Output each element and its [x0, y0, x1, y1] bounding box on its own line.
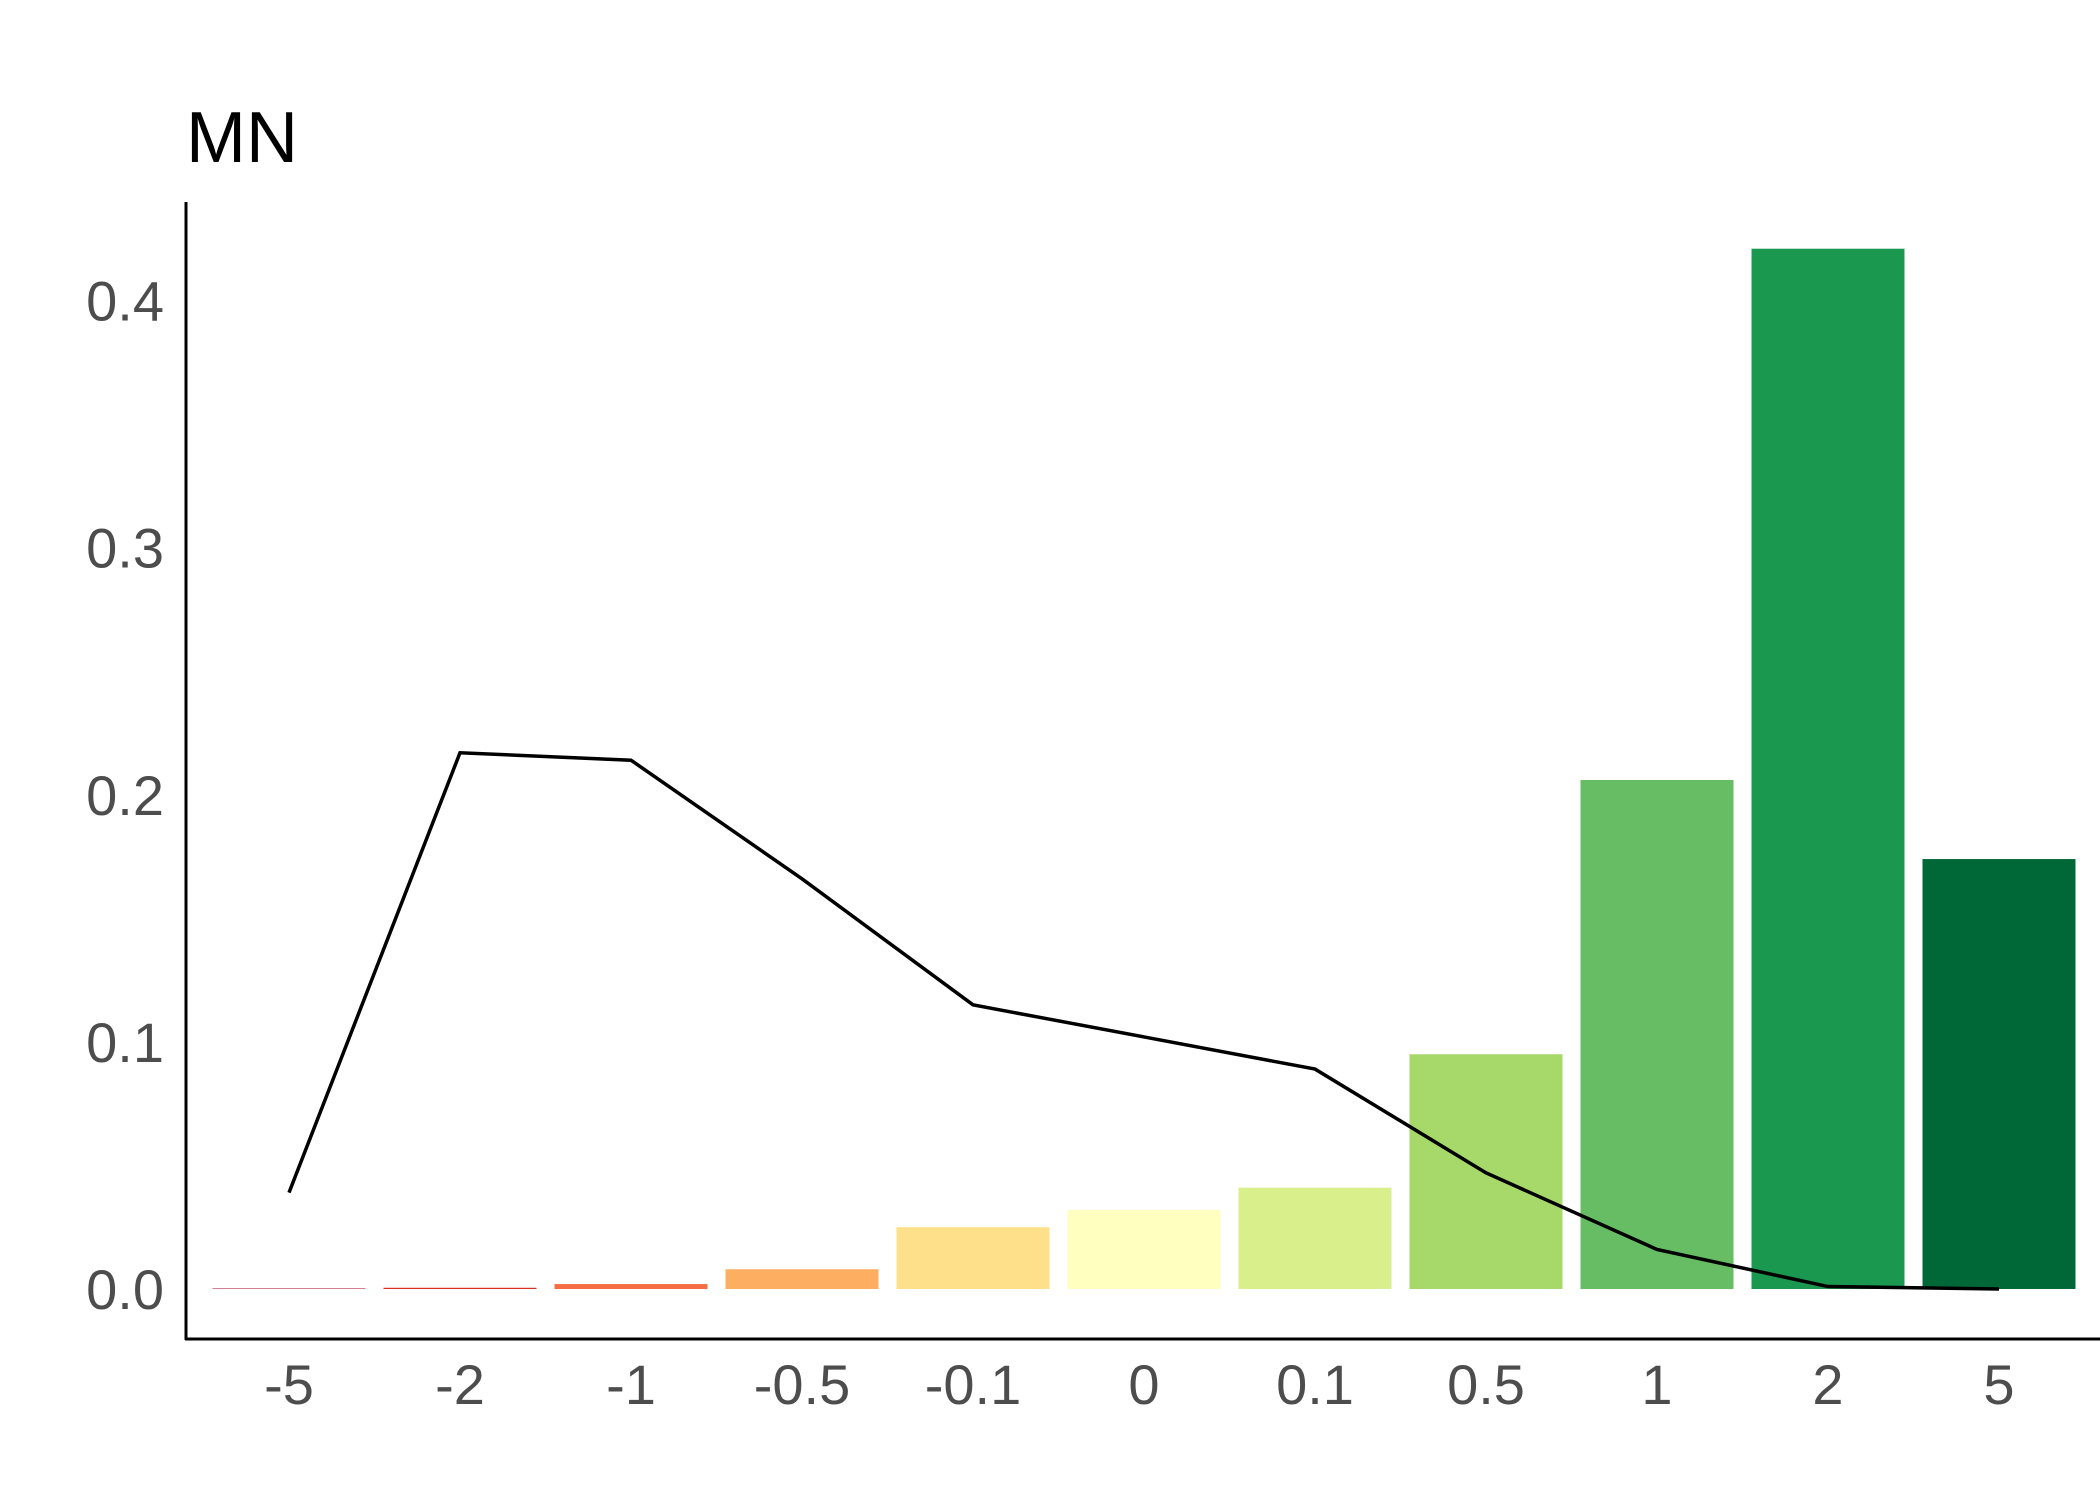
x-tick-label: -2: [435, 1353, 485, 1416]
y-tick-label: 0.2: [86, 764, 164, 827]
x-tick-label: 5: [1983, 1353, 2014, 1416]
chart-title: MN: [186, 98, 298, 178]
x-tick-label: -5: [264, 1353, 314, 1416]
bar-0.1: [1238, 1187, 1392, 1289]
x-tick-label: 1: [1641, 1353, 1672, 1416]
bar-1: [1580, 779, 1734, 1289]
bar--2: [383, 1287, 537, 1289]
x-tick-label: 0.1: [1276, 1353, 1354, 1416]
bar-0: [1067, 1209, 1221, 1289]
y-tick-label: 0.1: [86, 1011, 164, 1074]
x-tick-label: 2: [1812, 1353, 1843, 1416]
x-tick-label: -0.1: [925, 1353, 1022, 1416]
bar--1: [554, 1284, 708, 1289]
y-tick-label: 0.0: [86, 1258, 164, 1321]
bars-group: [212, 248, 2076, 1290]
bar-2: [1751, 248, 1905, 1290]
bar--0.5: [725, 1269, 879, 1289]
bar--5: [212, 1288, 366, 1289]
y-tick-label: 0.4: [86, 270, 164, 333]
bar--0.1: [896, 1227, 1050, 1289]
line-layer: [287, 750, 2000, 1291]
x-tick-label: 0.5: [1447, 1353, 1525, 1416]
bar-5: [1922, 859, 2076, 1289]
y-axis: 0.0 0.1 0.2 0.3 0.4: [86, 202, 188, 1340]
x-tick-label: 0: [1128, 1353, 1159, 1416]
x-tick-label: -0.5: [754, 1353, 851, 1416]
x-tick-label: -1: [606, 1353, 656, 1416]
x-axis: -5 -2 -1 -0.5 -0.1 0 0.1 0.5 1 2 5: [185, 1337, 2100, 1416]
y-tick-label: 0.3: [86, 517, 164, 580]
series-line: [287, 750, 2000, 1291]
